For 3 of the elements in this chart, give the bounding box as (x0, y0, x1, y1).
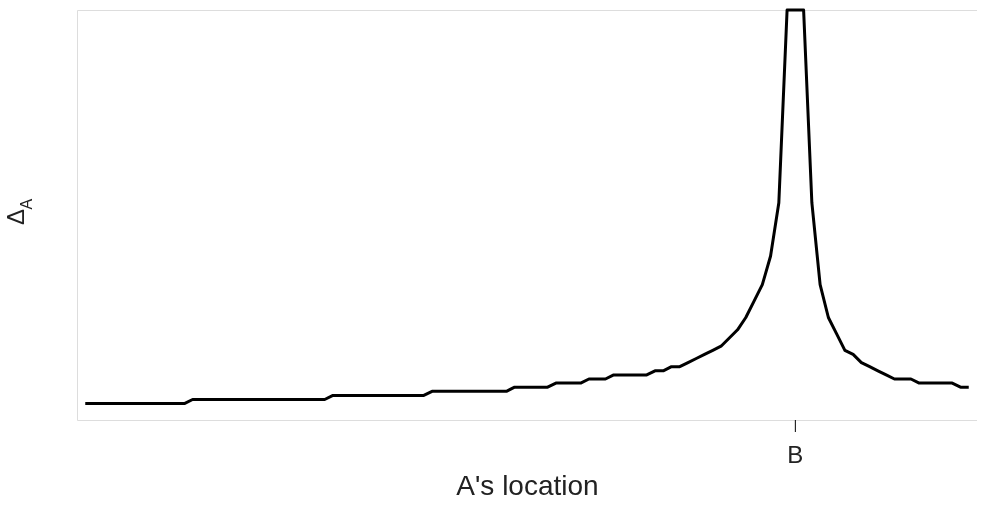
x-axis-title: A's location (456, 469, 599, 501)
y-axis-title: ΔA (2, 198, 35, 225)
text: B (787, 441, 804, 468)
